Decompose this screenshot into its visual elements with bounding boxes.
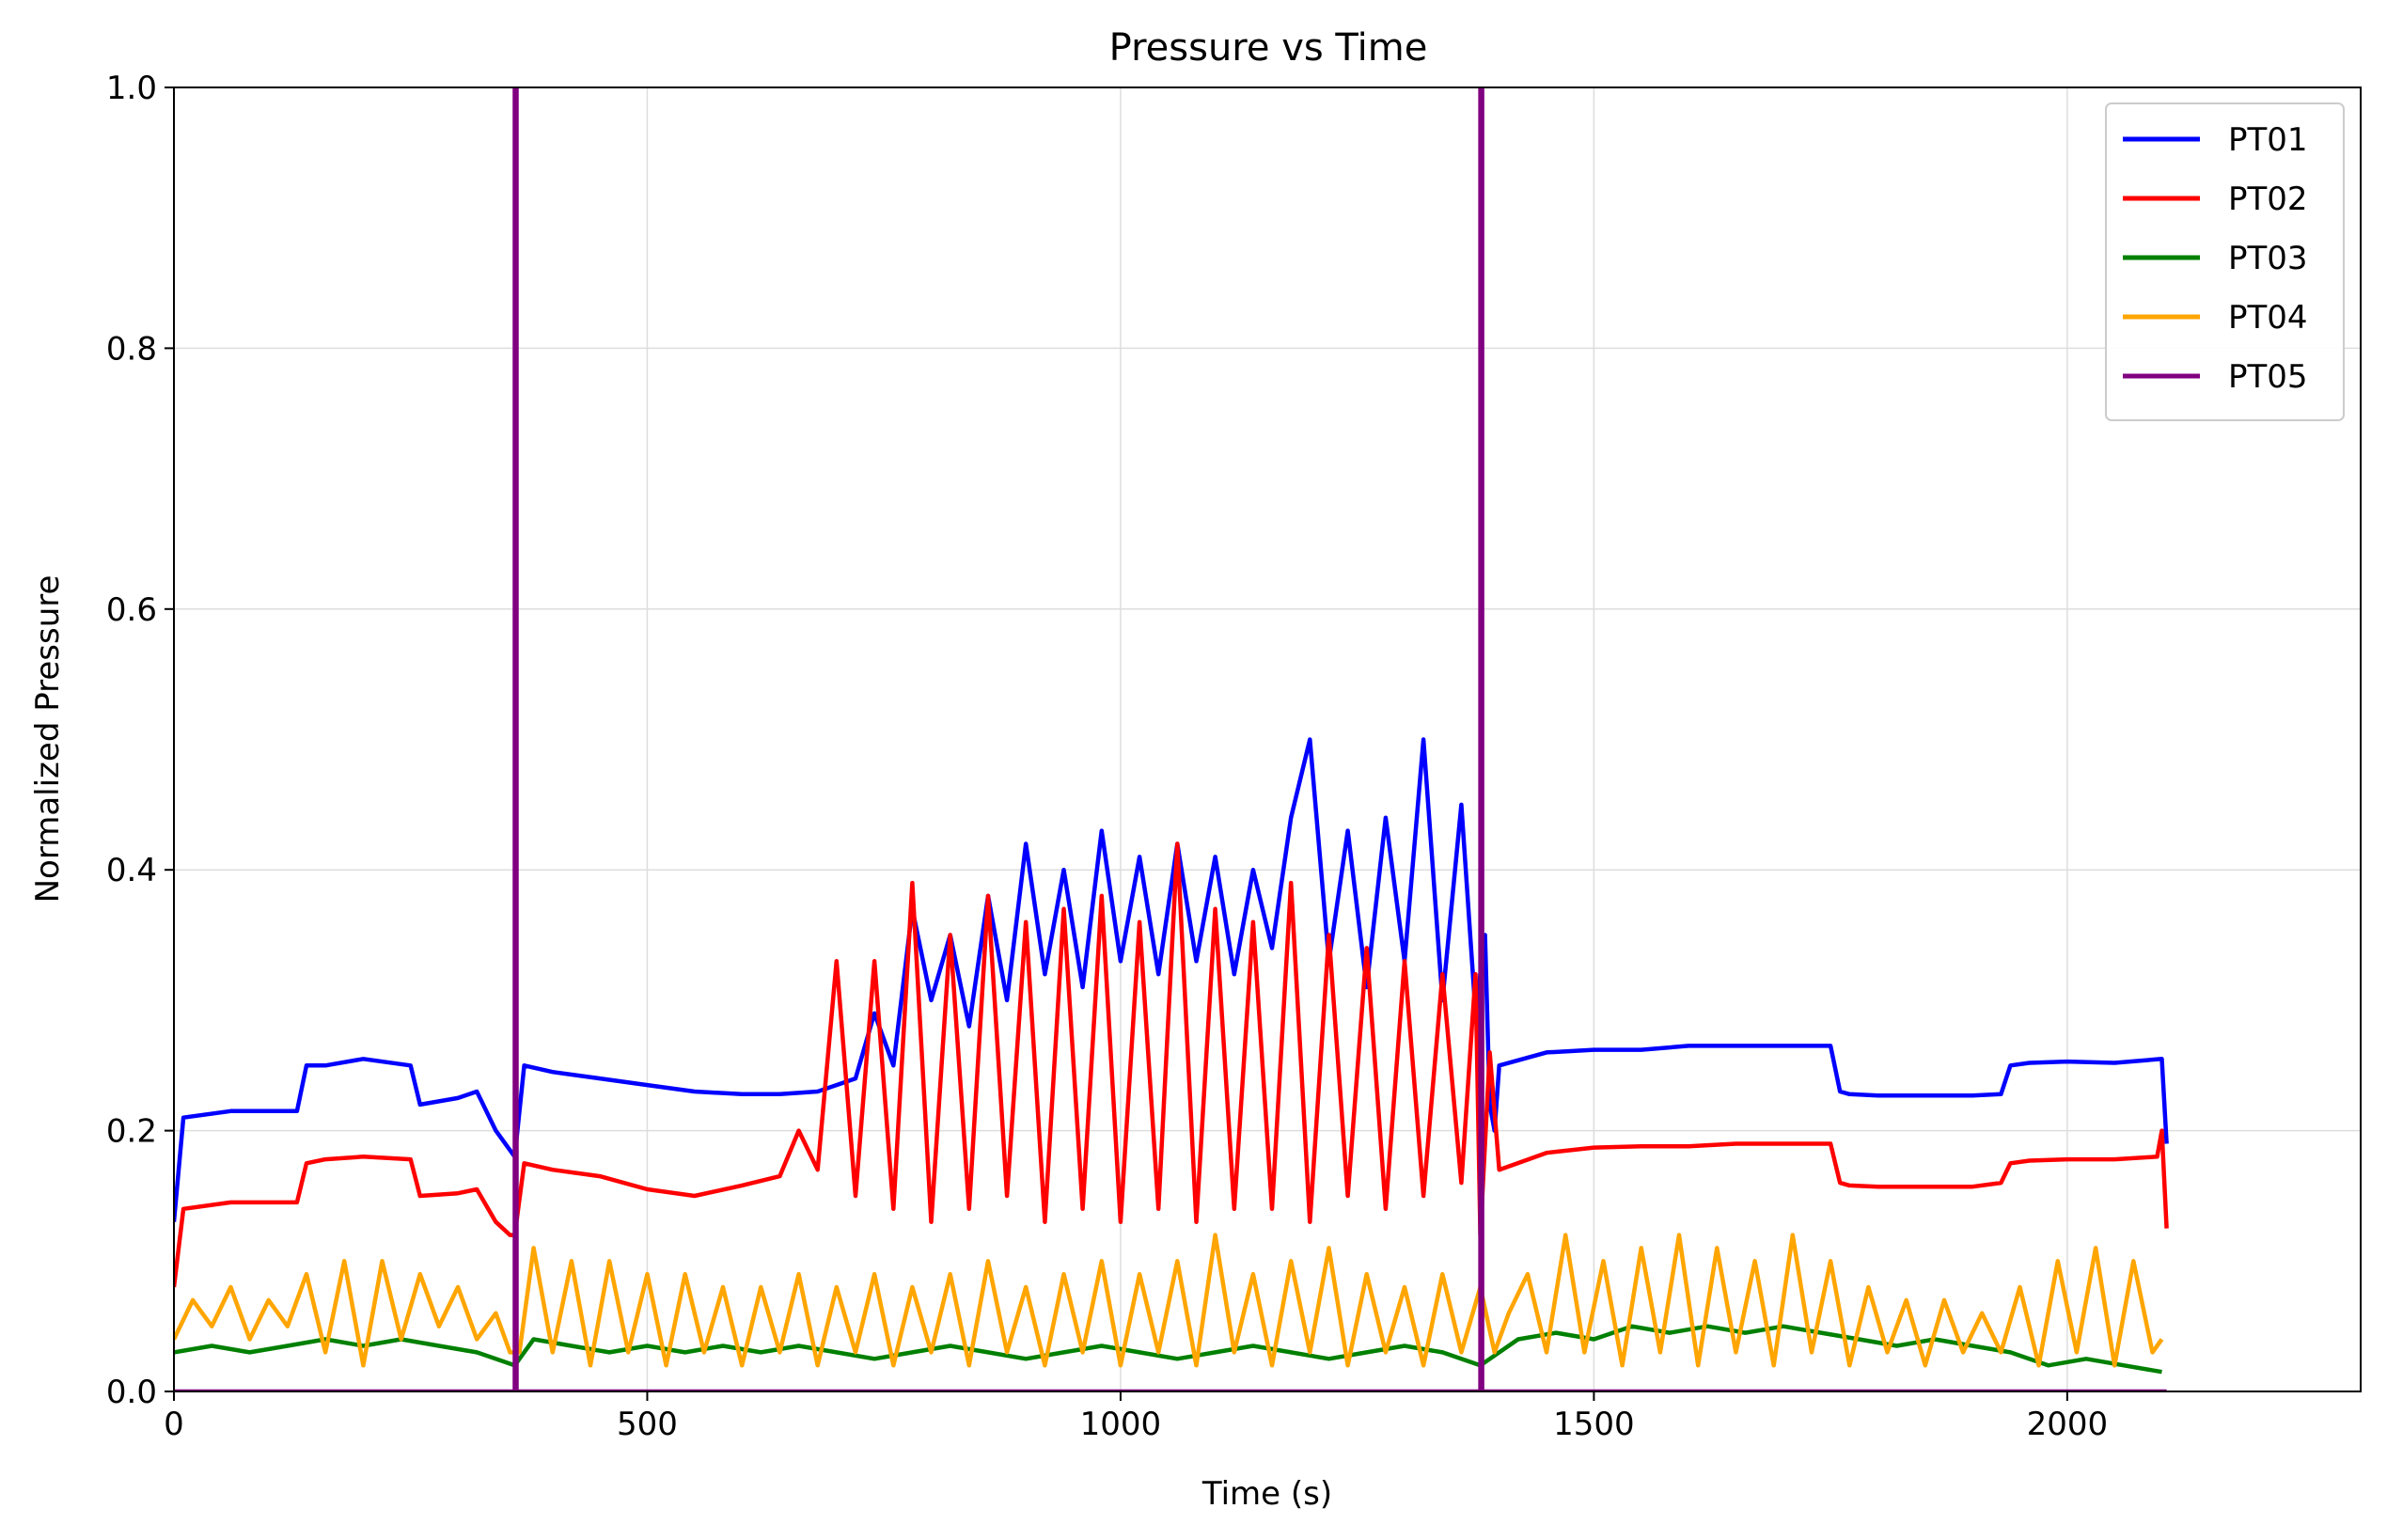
y-tick-label: 1.0 [106, 70, 157, 107]
legend: PT01 PT02 PT03 PT04 PT05 [2105, 102, 2345, 421]
y-tick-label: 0.4 [106, 852, 157, 889]
series-lines [174, 87, 2169, 1391]
y-axis-label: Normalized Pressure [29, 575, 67, 904]
series-line-pt03 [174, 1324, 2162, 1375]
series-line-pt05 [174, 87, 2167, 1391]
y-tick-label: 0.6 [106, 591, 157, 629]
y-tick-label: 0.0 [106, 1374, 157, 1411]
chart-title: Pressure vs Time [1109, 26, 1428, 70]
x-tick-label: 0 [164, 1406, 184, 1443]
y-tick-label: 0.8 [106, 330, 157, 368]
y-tick-label: 0.2 [106, 1113, 157, 1151]
legend-label: PT02 [2228, 181, 2308, 218]
legend-label: PT05 [2228, 358, 2308, 396]
legend-label: PT03 [2228, 240, 2308, 277]
x-tick-label: 1000 [1080, 1406, 1162, 1443]
axis-ticks: 0 500 1000 1500 2000 0.0 0.2 0.4 0.6 0.8 1.0 [106, 70, 2108, 1443]
legend-label: PT01 [2228, 121, 2308, 159]
plot-frame [173, 86, 2362, 1392]
x-tick-label: 1500 [1553, 1406, 1635, 1443]
x-tick-label: 2000 [2027, 1406, 2109, 1443]
x-tick-label: 500 [617, 1406, 678, 1443]
legend-label: PT04 [2228, 299, 2308, 337]
legend-box [2105, 102, 2345, 421]
x-axis-label: Time (s) [1201, 1475, 1332, 1513]
series-line-pt04 [174, 1233, 2164, 1368]
